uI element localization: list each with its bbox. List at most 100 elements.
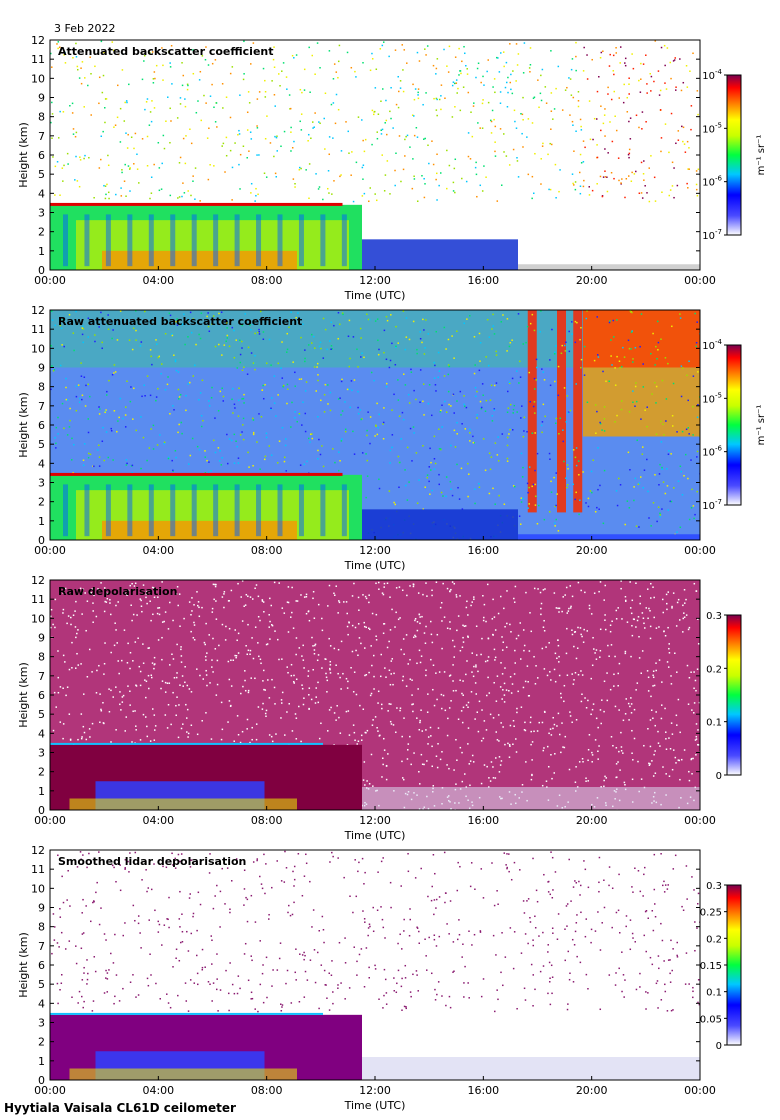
boundary-layer: [50, 472, 700, 540]
x-tick-label: 00:00: [684, 814, 716, 827]
x-tick-label: 04:00: [142, 1084, 174, 1097]
colorbar-tick-label: 0.1: [706, 988, 722, 999]
y-tick-label: 7: [38, 940, 45, 953]
x-axis-label: Time (UTC): [344, 289, 406, 302]
x-axis-label: Time (UTC): [344, 559, 406, 572]
colorbar-tick-label: 10-4: [702, 68, 722, 82]
y-tick-label: 6: [38, 689, 45, 702]
y-tick-label: 12: [31, 844, 45, 857]
colorbar: [726, 614, 742, 776]
y-tick-label: 4: [38, 187, 45, 200]
colorbar: [726, 74, 742, 236]
x-tick-label: 16:00: [467, 544, 499, 557]
colorbar-tick-label: 10-7: [702, 228, 722, 242]
y-tick-label: 3: [38, 1017, 45, 1030]
speckle-layer: [50, 40, 700, 203]
y-tick-label: 8: [38, 651, 45, 664]
x-tick-label: 12:00: [359, 814, 391, 827]
colorbar-tick-label: 10-5: [702, 391, 722, 405]
x-tick-label: 08:00: [251, 544, 283, 557]
colorbar-unit: m⁻¹ sr⁻¹: [756, 135, 767, 176]
y-tick-label: 9: [38, 902, 45, 915]
x-tick-label: 00:00: [34, 1084, 66, 1097]
x-tick-label: 16:00: [467, 1084, 499, 1097]
x-tick-label: 00:00: [684, 1084, 716, 1097]
colorbar-unit: m⁻¹ sr⁻¹: [756, 405, 767, 446]
y-tick-label: 10: [31, 72, 45, 85]
y-tick-label: 0: [38, 1074, 45, 1087]
date-label: 3 Feb 2022: [54, 22, 116, 35]
x-tick-label: 20:00: [576, 814, 608, 827]
colorbar-tick-label: 0.25: [700, 908, 722, 919]
y-tick-label: 1: [38, 1055, 45, 1068]
y-tick-label: 1: [38, 515, 45, 528]
y-tick-label: 2: [38, 1036, 45, 1049]
boundary-layer: [50, 202, 700, 270]
cloud-top-line: [50, 472, 343, 476]
y-tick-label: 7: [38, 670, 45, 683]
y-tick-label: 8: [38, 111, 45, 124]
colorbar-tick-label: 0: [716, 1041, 722, 1052]
y-tick-label: 12: [31, 34, 45, 47]
instrument-footer: Hyytiala Vaisala CL61D ceilometer: [4, 1101, 236, 1115]
y-tick-label: 5: [38, 438, 45, 451]
y-tick-label: 11: [31, 53, 45, 66]
y-tick-label: 2: [38, 766, 45, 779]
y-tick-label: 0: [38, 534, 45, 547]
colorbar: [726, 884, 742, 1046]
x-tick-label: 16:00: [467, 814, 499, 827]
x-tick-label: 04:00: [142, 544, 174, 557]
y-tick-label: 12: [31, 574, 45, 587]
panel-title: Smoothed lidar depolarisation: [58, 855, 246, 868]
cloud-top-line: [50, 202, 343, 206]
y-tick-label: 4: [38, 457, 45, 470]
y-tick-label: 5: [38, 168, 45, 181]
y-tick-label: 8: [38, 381, 45, 394]
colorbar-tick-label: 10-6: [702, 175, 722, 189]
x-tick-label: 20:00: [576, 1084, 608, 1097]
x-tick-label: 00:00: [684, 274, 716, 287]
x-tick-label: 20:00: [576, 544, 608, 557]
x-tick-label: 00:00: [34, 814, 66, 827]
x-axis-label: Time (UTC): [344, 829, 406, 842]
colorbar-tick-label: 10-7: [702, 498, 722, 512]
panel-title: Attenuated backscatter coefficient: [58, 45, 274, 58]
boundary-layer: [50, 742, 700, 810]
x-tick-label: 04:00: [142, 814, 174, 827]
y-tick-label: 0: [38, 264, 45, 277]
x-tick-label: 08:00: [251, 1084, 283, 1097]
y-tick-label: 10: [31, 882, 45, 895]
y-tick-label: 3: [38, 747, 45, 760]
y-tick-label: 12: [31, 304, 45, 317]
y-tick-label: 2: [38, 496, 45, 509]
x-tick-label: 12:00: [359, 544, 391, 557]
y-tick-label: 5: [38, 708, 45, 721]
x-tick-label: 12:00: [359, 1084, 391, 1097]
x-tick-label: 08:00: [251, 814, 283, 827]
y-axis-label: Height (km): [17, 392, 30, 458]
y-axis-label: Height (km): [17, 122, 30, 188]
x-tick-label: 20:00: [576, 274, 608, 287]
x-tick-label: 08:00: [251, 274, 283, 287]
colorbar: [726, 344, 742, 506]
y-tick-label: 1: [38, 785, 45, 798]
y-tick-label: 4: [38, 997, 45, 1010]
y-tick-label: 6: [38, 149, 45, 162]
colorbar-tick-label: 10-4: [702, 338, 722, 352]
colorbar-tick-label: 0.2: [706, 934, 722, 945]
colorbar-tick-label: 0: [716, 771, 722, 782]
y-tick-label: 7: [38, 130, 45, 143]
y-tick-label: 11: [31, 323, 45, 336]
y-tick-label: 9: [38, 632, 45, 645]
y-tick-label: 2: [38, 226, 45, 239]
y-tick-label: 6: [38, 419, 45, 432]
colorbar-tick-label: 0.15: [700, 961, 722, 972]
colorbar-tick-label: 0.05: [700, 1014, 722, 1025]
y-tick-label: 4: [38, 727, 45, 740]
y-tick-label: 3: [38, 207, 45, 220]
